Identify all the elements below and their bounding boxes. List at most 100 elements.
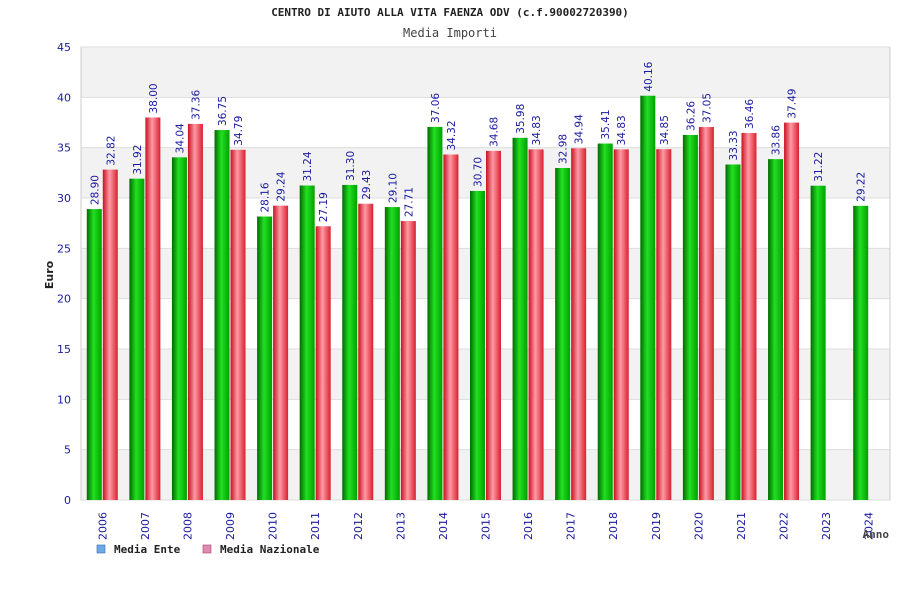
x-tick-label: 2015 (480, 512, 493, 540)
legend-label-media-ente: Media Ente (114, 543, 181, 556)
bar-value-label: 35.98 (515, 104, 527, 134)
bar-media-ente-2011 (299, 185, 315, 500)
x-tick-label: 2008 (181, 512, 194, 540)
bar-value-label: 34.83 (616, 115, 628, 145)
y-tick-label: 25 (57, 242, 71, 255)
bar-media-nazionale-2017 (571, 148, 587, 500)
bar-media-ente-2013 (384, 207, 400, 500)
bar-value-label: 37.05 (701, 93, 713, 123)
x-axis-ticks: 2006 2007 2008 2009 2010 2011 2012 2013 2014 2015… (96, 512, 875, 540)
bar-value-label: 36.46 (744, 99, 756, 129)
bar-value-label: 29.24 (276, 171, 288, 201)
bar-media-nazionale-2009 (230, 149, 246, 500)
legend: Media Ente Media Nazionale (96, 543, 320, 556)
bar-value-label: 40.16 (643, 61, 655, 91)
bar-value-label: 29.22 (856, 172, 868, 202)
x-tick-label: 2022 (778, 512, 791, 540)
y-tick-label: 30 (57, 192, 71, 205)
bar-value-label: 36.75 (217, 96, 229, 126)
bar-media-nazionale-2020 (698, 127, 714, 500)
bar-media-ente-2010 (257, 216, 273, 501)
bar-media-ente-2019 (640, 95, 656, 501)
bar-media-nazionale-2016 (528, 149, 544, 501)
bar-value-label: 37.36 (190, 90, 202, 120)
y-axis-ticks: 0 5 10 15 20 25 30 35 40 45 (57, 41, 71, 507)
chart-title: CENTRO DI AIUTO ALLA VITA FAENZA ODV (c.… (271, 6, 629, 19)
bar-value-label: 29.10 (387, 173, 399, 203)
bar-media-ente-2009 (214, 130, 230, 501)
bar-value-label: 34.68 (489, 117, 501, 147)
bar-value-label: 34.79 (233, 116, 245, 146)
bar-media-ente-2015 (470, 190, 485, 500)
bar-media-nazionale-2014 (443, 154, 459, 500)
bar-value-label: 33.86 (771, 125, 783, 155)
bar-media-nazionale-2008 (187, 123, 203, 500)
y-tick-label: 15 (57, 343, 71, 356)
bar-media-ente-2016 (512, 137, 528, 500)
x-tick-label: 2018 (607, 512, 620, 540)
bar-media-ente-2020 (682, 134, 698, 500)
bar-media-ente-2008 (171, 157, 187, 500)
y-tick-label: 40 (57, 91, 71, 104)
bar-media-ente-2012 (342, 184, 358, 500)
legend-swatch-media-nazionale (202, 544, 212, 554)
bar-value-label: 34.85 (659, 115, 671, 145)
bar-value-label: 31.24 (302, 151, 314, 181)
bar-media-ente-2021 (725, 164, 741, 500)
y-tick-label: 20 (57, 293, 71, 306)
legend-item-media-nazionale: Media Nazionale (202, 543, 320, 556)
bar-value-label: 34.04 (174, 123, 186, 153)
bar-media-nazionale-2007 (145, 117, 161, 500)
bar-value-label: 36.26 (685, 101, 697, 131)
bar-value-label: 31.92 (132, 145, 144, 175)
bar-media-nazionale-2013 (400, 221, 416, 500)
bar-value-label: 30.70 (473, 157, 485, 187)
y-tick-label: 5 (64, 444, 71, 457)
x-tick-label: 2016 (522, 512, 535, 540)
bar-value-label: 31.22 (813, 152, 825, 182)
bar-value-label: 27.71 (403, 187, 415, 217)
x-tick-label: 2012 (352, 512, 365, 540)
x-tick-label: 2021 (735, 512, 748, 540)
bar-media-nazionale-2019 (656, 149, 672, 500)
bar-media-ente-2007 (129, 178, 145, 500)
legend-swatch-media-ente (96, 544, 106, 554)
bar-value-label: 35.41 (600, 109, 612, 139)
bar-value-label: 37.49 (787, 89, 799, 119)
x-tick-label: 2013 (394, 512, 407, 540)
bar-value-label: 34.83 (531, 115, 543, 145)
y-tick-label: 0 (64, 494, 71, 507)
bar-media-nazionale-2011 (315, 226, 331, 500)
x-tick-label: 2020 (692, 512, 705, 540)
bar-value-label: 31.30 (345, 151, 357, 181)
bar-value-label: 28.90 (89, 175, 101, 205)
bar-media-nazionale-2022 (784, 122, 800, 500)
bar-value-label: 38.00 (148, 83, 160, 113)
x-tick-label: 2023 (820, 512, 833, 540)
bar-value-labels: 28.90 32.82 31.92 38.00 34.04 37.36 36.75 34.79… (89, 61, 867, 222)
x-tick-label: 2024 (863, 512, 876, 540)
legend-label-media-nazionale: Media Nazionale (220, 543, 320, 556)
x-tick-label: 2017 (565, 512, 578, 540)
bar-value-label: 28.16 (260, 182, 272, 212)
y-tick-label: 45 (57, 41, 71, 54)
bar-media-ente-2006 (86, 209, 102, 500)
bar-media-ente-2022 (768, 159, 784, 500)
x-tick-label: 2009 (224, 512, 237, 540)
bars (86, 95, 869, 501)
bar-value-label: 34.94 (574, 114, 586, 144)
legend-item-media-ente: Media Ente (96, 543, 181, 556)
bar-media-nazionale-2018 (613, 149, 629, 501)
bar-value-label: 32.82 (105, 136, 117, 166)
bar-value-label: 37.06 (430, 93, 442, 123)
bar-media-nazionale-2012 (358, 203, 374, 500)
bar-media-nazionale-2021 (741, 132, 757, 500)
x-tick-label: 2006 (96, 512, 109, 540)
grid-band (81, 47, 890, 98)
y-tick-label: 10 (57, 393, 71, 406)
bar-media-nazionale-2006 (102, 169, 118, 500)
bar-value-label: 34.32 (446, 120, 458, 150)
bar-value-label: 29.43 (361, 170, 373, 200)
x-tick-label: 2014 (437, 512, 450, 540)
